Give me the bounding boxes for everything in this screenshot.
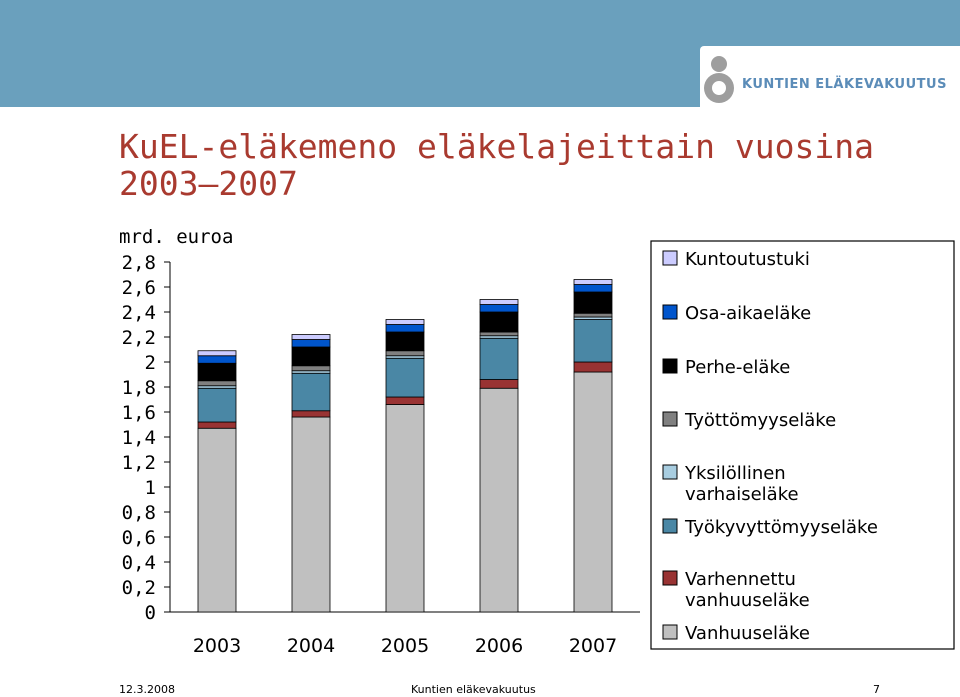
bar-segment <box>385 331 425 352</box>
bar-segment <box>291 372 331 412</box>
logo-icon <box>704 56 734 103</box>
legend-swatch <box>662 464 678 480</box>
page-title: KuEL-eläkemeno eläkelajeittain vuosina 2… <box>119 127 874 203</box>
bar-segment <box>385 350 425 357</box>
legend-swatch <box>662 358 678 374</box>
x-tick-label: 2003 <box>193 635 241 657</box>
bar-segment <box>197 380 237 387</box>
bar-segment <box>291 410 331 418</box>
x-tick-label: 2006 <box>475 635 523 657</box>
legend-swatch <box>662 304 678 320</box>
legend-label: Varhennettu vanhuuseläke <box>685 569 810 611</box>
bar-segment <box>385 319 425 325</box>
legend-label: Yksilöllinen varhaiseläke <box>684 463 799 505</box>
bar-segment <box>291 416 331 613</box>
x-tick-label: 2004 <box>287 635 335 657</box>
bar-segment <box>385 404 425 613</box>
bar-segment <box>479 379 519 389</box>
bar-segment <box>291 339 331 348</box>
bar-segment <box>385 396 425 405</box>
y-axis-unit-label: mrd. euroa <box>119 226 234 248</box>
bar-segment <box>479 331 519 337</box>
x-tick-label: 2007 <box>569 635 617 657</box>
legend-label: Vanhuuseläke <box>685 623 810 644</box>
y-tick-label: 0,2 <box>122 577 156 599</box>
bar-segment <box>573 319 613 363</box>
bar-segment <box>385 357 425 398</box>
bar-segment <box>573 371 613 613</box>
bar-segment <box>197 355 237 364</box>
bar-segment <box>479 304 519 313</box>
bar-segment <box>291 365 331 372</box>
footer-date: 12.3.2008 <box>119 683 175 696</box>
logo-text: KUNTIEN ELÄKEVAKUUTUS <box>742 77 947 92</box>
bar-segment <box>197 350 237 357</box>
bar-segment <box>479 337 519 380</box>
logo-area <box>700 46 960 107</box>
bar-segment <box>197 362 237 382</box>
legend-swatch <box>662 250 678 266</box>
legend-label: Osa-aikaeläke <box>685 303 811 324</box>
bar-segment <box>291 346 331 367</box>
bar-segment <box>573 361 613 373</box>
y-tick-label: 2,6 <box>122 277 156 299</box>
legend-swatch <box>662 624 678 640</box>
bar-segment <box>479 387 519 613</box>
y-tick-label: 1,8 <box>122 377 156 399</box>
y-tick-label: 0,6 <box>122 527 156 549</box>
legend-swatch <box>662 411 678 427</box>
y-tick-label: 2 <box>145 352 156 374</box>
y-tick-label: 1,6 <box>122 402 156 424</box>
bar-segment <box>197 421 237 429</box>
y-tick-label: 1 <box>145 477 156 499</box>
bar-segment <box>573 279 613 285</box>
bar-segment <box>197 427 237 613</box>
legend-label: Työkyvyttömyyseläke <box>684 517 878 538</box>
bar-segment <box>479 299 519 305</box>
y-tick-label: 2,2 <box>122 327 156 349</box>
legend-swatch <box>662 518 678 534</box>
y-tick-label: 0,4 <box>122 552 156 574</box>
x-tick-label: 2005 <box>381 635 429 657</box>
y-tick-label: 2,8 <box>122 252 156 274</box>
y-tick-label: 1,2 <box>122 452 156 474</box>
bar-segment <box>573 284 613 293</box>
legend-swatch <box>662 570 678 586</box>
footer-company: Kuntien eläkevakuutus <box>411 683 536 696</box>
bar-segment <box>573 312 613 318</box>
y-tick-label: 1,4 <box>122 427 156 449</box>
bar-segment <box>573 291 613 314</box>
bar-segment <box>291 334 331 340</box>
y-tick-label: 0 <box>145 602 156 624</box>
bar-segment <box>385 324 425 333</box>
footer-page-number: 7 <box>873 683 880 696</box>
legend-label: Perhe-eläke <box>685 357 790 378</box>
legend-label: Työttömyyseläke <box>684 410 836 431</box>
y-tick-label: 0,8 <box>122 502 156 524</box>
bar-segment <box>479 311 519 333</box>
y-tick-label: 2,4 <box>122 302 156 324</box>
bar-segment <box>197 387 237 423</box>
legend-box <box>650 240 955 650</box>
legend-label: Kuntoutustuki <box>685 249 810 270</box>
